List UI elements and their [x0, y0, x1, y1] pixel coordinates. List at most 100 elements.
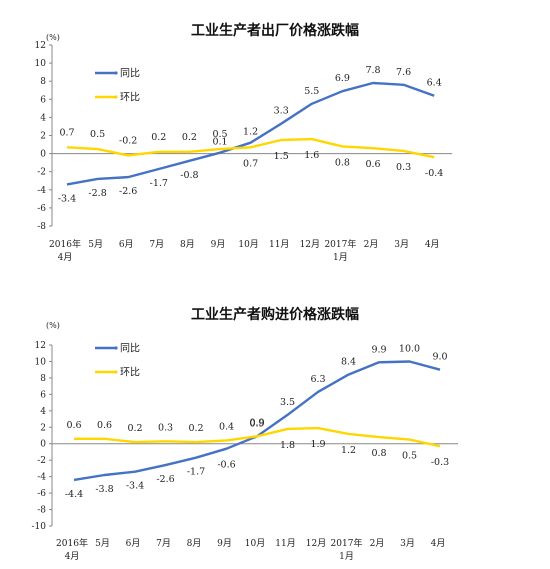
x-tick-label: 2月: [370, 538, 385, 549]
legend-marker: [114, 95, 118, 99]
y-tick-label: -8: [37, 222, 46, 232]
chart-plot: (%) -10 -8 -6 -4 -2 0 2 4 6 8 10 12 2016年 4月 5月 6月 7月 8月 9月…: [32, 321, 458, 562]
x-tick-label: 1月: [333, 252, 348, 263]
data-label: -2.6: [119, 186, 137, 197]
chart-plot: (%) -8 -6 -4 -2 0 2 4 6 8 10 12 2016年 4月 5月 6月 7月 8月 9月 10月…: [35, 33, 453, 263]
x-tick-label: 11月: [269, 239, 289, 250]
x-tick-label: 7月: [149, 239, 164, 250]
y-tick-label: 4: [40, 407, 46, 417]
y-tick-label: 0: [40, 440, 46, 450]
chart-title: 工业生产者出厂价格涨跌幅: [191, 23, 359, 39]
y-tick-label: 0: [40, 150, 46, 160]
data-label: 1.2: [341, 445, 356, 456]
x-tick-label: 3月: [394, 239, 409, 250]
data-label: 1.9: [310, 439, 325, 450]
unit-label: (%): [46, 321, 60, 330]
y-tick-label: -8: [37, 506, 46, 516]
x-tick-label: 2月: [364, 239, 379, 250]
legend-marker: [114, 71, 118, 75]
x-tick-label: 9月: [217, 538, 232, 549]
data-label: -0.6: [217, 460, 235, 471]
data-label: 6.9: [335, 73, 350, 84]
y-tick-label: 10: [35, 357, 47, 367]
y-tick-label: 2: [40, 132, 46, 142]
legend-marker: [114, 346, 118, 350]
legend-marker: [114, 370, 118, 374]
x-tick-label: 2017年: [324, 238, 356, 250]
y-tick-label: -2: [37, 168, 46, 178]
data-label: -0.2: [119, 135, 137, 146]
data-label: 0.2: [151, 132, 166, 143]
x-tick-label: 12月: [300, 239, 320, 250]
x-tick-label: 8月: [180, 239, 195, 250]
x-tick-label: 10月: [238, 239, 258, 250]
data-label: -3.4: [126, 481, 144, 492]
data-label: 0.7: [59, 127, 74, 138]
data-label: 0.9: [249, 418, 264, 429]
data-label: 9.0: [432, 352, 447, 363]
data-label: 0.3: [396, 162, 411, 173]
data-label: 3.5: [280, 397, 295, 408]
data-label: 0.1: [212, 137, 227, 148]
y-tick-label: -10: [32, 522, 47, 532]
data-label: 0.8: [335, 157, 350, 168]
data-label: 3.3: [274, 106, 289, 117]
data-label: 9.9: [371, 344, 386, 355]
data-label: -0.3: [431, 457, 449, 468]
data-label: 0.6: [66, 420, 81, 431]
x-tick-label: 11月: [275, 538, 295, 549]
legend-label: 环比: [120, 92, 140, 104]
x-tick-label: 7月: [156, 538, 171, 549]
data-label: 0.4: [219, 421, 234, 432]
x-tick-label: 5月: [95, 538, 110, 549]
x-tick-label: 9月: [211, 239, 226, 250]
y-tick-label: 6: [40, 390, 46, 400]
chart-title: 工业生产者购进价格涨跌幅: [191, 307, 359, 323]
chart-input-prices: 工业生产者购进价格涨跌幅 (%) -10 -8 -6 -4 -2 0 2 4 6 8 10 12 2016…: [0, 296, 550, 566]
data-label: 0.5: [402, 451, 417, 462]
y-tick-label: 6: [40, 95, 46, 105]
y-tick-label: -6: [37, 489, 46, 499]
data-label: 0.2: [127, 423, 142, 434]
data-label: 6.4: [427, 78, 442, 89]
y-tick-label: 10: [35, 59, 47, 69]
data-label: 8.4: [341, 357, 356, 368]
x-tick-label: 4月: [65, 551, 80, 562]
y-tick-label: -2: [37, 456, 46, 466]
data-label: 5.5: [304, 86, 319, 97]
data-label: -0.8: [180, 170, 198, 181]
data-label: 0.5: [212, 129, 227, 140]
data-label: 1.2: [243, 127, 258, 138]
data-label: -2.6: [156, 474, 174, 485]
y-tick-label: 4: [40, 113, 46, 123]
data-label: 0.9: [249, 417, 264, 428]
x-tick-label: 3月: [400, 538, 415, 549]
data-label: 7.6: [396, 67, 411, 78]
x-tick-label: 2016年: [56, 537, 88, 549]
x-tick-label: 4月: [425, 239, 440, 250]
x-tick-label: 8月: [187, 538, 202, 549]
y-tick-label: -6: [37, 204, 46, 214]
data-label: 1.8: [280, 440, 295, 451]
x-tick-label: 12月: [306, 538, 326, 549]
x-tick-label: 2016年: [49, 238, 81, 250]
data-label: -3.8: [95, 484, 113, 495]
x-tick-label: 5月: [88, 239, 103, 250]
unit-label: (%): [46, 33, 60, 42]
x-tick-label: 2017年: [331, 537, 363, 549]
x-tick-label: 4月: [431, 538, 446, 549]
data-label: -1.7: [187, 467, 205, 478]
data-label: 0.6: [365, 159, 380, 170]
x-tick-label: 4月: [58, 252, 73, 263]
data-label: -3.4: [58, 193, 76, 204]
data-label: 0.2: [188, 423, 203, 434]
data-label: -1.7: [150, 178, 168, 189]
data-label: 1.6: [304, 150, 319, 161]
data-label: 0.8: [371, 448, 386, 459]
data-label: 7.8: [365, 65, 380, 76]
x-tick-label: 10月: [245, 538, 265, 549]
y-tick-label: 8: [40, 374, 46, 384]
data-label: 10.0: [399, 343, 420, 354]
y-tick-label: 8: [40, 77, 46, 87]
x-tick-label: 6月: [126, 538, 141, 549]
